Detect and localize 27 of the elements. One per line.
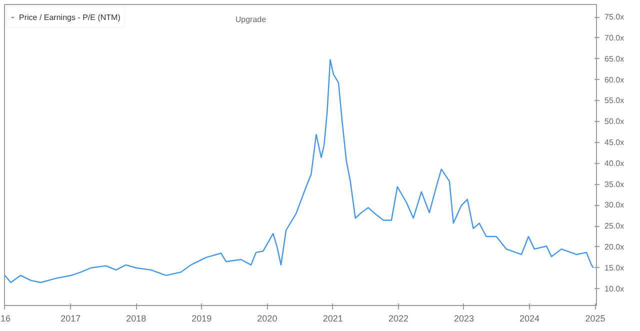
y-tick-label: 20.0x bbox=[604, 242, 624, 252]
x-tick-label: 2024 bbox=[520, 314, 540, 324]
y-tick-label: 75.0x bbox=[604, 12, 624, 22]
y-tick-label: 60.0x bbox=[604, 75, 624, 84]
y-tick-label: 45.0x bbox=[604, 138, 624, 147]
legend-label: Price / Earnings - P/E (NTM) bbox=[19, 12, 120, 22]
y-tick-label: 25.0x bbox=[604, 222, 624, 231]
y-tick-label: 55.0x bbox=[604, 96, 624, 106]
x-tick-label: 2021 bbox=[322, 314, 343, 324]
y-tick-label: 10.0x bbox=[604, 284, 624, 294]
x-tick-label: 2019 bbox=[192, 314, 212, 324]
y-tick-label: 70.0x bbox=[604, 33, 624, 42]
x-tick-label: 2025 bbox=[585, 314, 606, 324]
annotation: Upgrade bbox=[235, 15, 267, 24]
x-tick-label: 2020 bbox=[257, 314, 278, 324]
y-tick-label: 65.0x bbox=[604, 54, 624, 64]
y-tick-label: 50.0x bbox=[604, 117, 624, 126]
y-tick-label: 40.0x bbox=[604, 158, 624, 168]
y-tick-label: 15.0x bbox=[604, 263, 624, 272]
y-tick-label: 30.0x bbox=[604, 200, 624, 210]
x-tick-label: 2018 bbox=[126, 314, 146, 324]
x-tick-label: 2022 bbox=[388, 314, 408, 324]
x-tick-label: 2023 bbox=[454, 314, 474, 324]
y-tick-label: 35.0x bbox=[604, 180, 624, 189]
x-tick-label: 2017 bbox=[60, 314, 81, 324]
x-tick-label: 16 bbox=[0, 314, 11, 324]
line-series bbox=[4, 59, 594, 284]
